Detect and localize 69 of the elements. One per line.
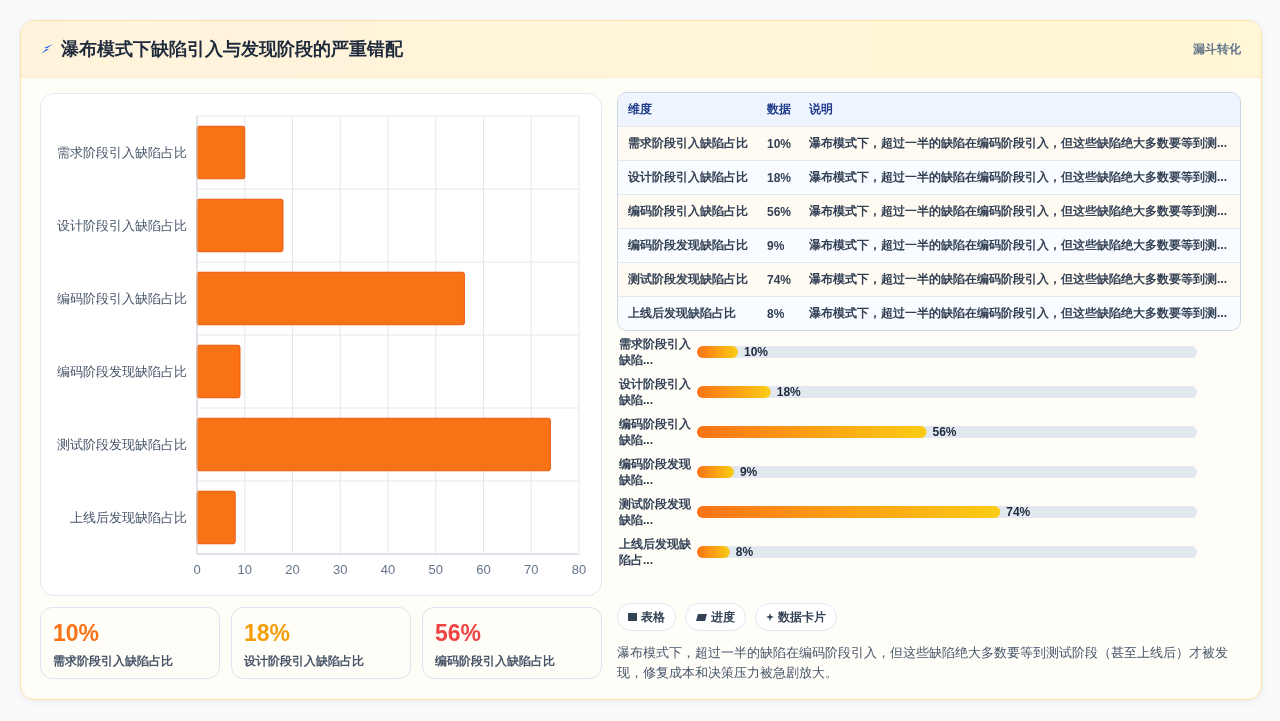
category-label: 设计阶段引入缺陷占比: [626, 169, 749, 186]
category-label: 编码阶段引入缺陷占比: [627, 203, 749, 220]
bar: [196, 125, 246, 180]
data-label: 56%: [435, 620, 482, 647]
y-tick-label: 上线后发现缺陷占比: [70, 510, 187, 525]
data-label: 74%: [1006, 505, 1031, 519]
y-tick-label: 编码阶段引入缺陷占比: [57, 291, 187, 306]
category-label: 编码阶段引入缺陷...: [619, 417, 691, 447]
bar: [697, 546, 730, 558]
text: 瀑布模式下，超过一半的缺陷在编码阶段引入，但这些缺陷绝大多数要等到测...: [809, 203, 1228, 220]
text: 瀑布模式下，超过一半的缺陷在编码阶段引入，但这些缺陷绝大多数要等到测...: [809, 169, 1228, 186]
text: 瀑布模式下，超过一半的缺陷在编码阶段引入，但这些缺陷绝大多数要等到测...: [809, 237, 1228, 254]
bar: [697, 386, 771, 398]
category-label: 需求阶段引入缺陷占比: [627, 135, 749, 152]
text: 瀑布模式下，超过一半的缺陷在编码阶段引入，但这些缺陷绝大多数要等到测...: [809, 135, 1228, 152]
x-tick-label: 0: [193, 562, 201, 577]
y-tick-label: 编码阶段发现缺陷占比: [57, 364, 187, 379]
bar: [196, 490, 236, 545]
text: 瀑布模式下，超过一半的缺陷在编码阶段引入，但这些缺陷绝大多数要等到测...: [809, 271, 1228, 288]
x-tick-label: 60: [476, 562, 491, 577]
data-label: 9%: [767, 238, 786, 253]
category-label: 设计阶段引入缺陷...: [619, 377, 691, 407]
bar: [196, 344, 241, 399]
text: 瀑布模式下，超过一半的缺陷在编码阶段引入，但这些缺陷绝大多数要等到测试阶段（甚至上线后）才被发现，修复成本和决策压力被急剧放大。: [617, 644, 1229, 682]
data-label: 10%: [743, 345, 769, 359]
category-label: 设计阶段引入缺陷占比: [244, 653, 365, 670]
category-label: 上线后发现缺陷占...: [619, 537, 691, 567]
category-label: 编码阶段引入缺陷占比: [435, 653, 556, 670]
y-tick-label: 设计阶段引入缺陷占比: [57, 218, 187, 233]
bar: [196, 198, 284, 253]
x-tick-label: 80: [571, 562, 587, 577]
data-label: 10%: [53, 620, 100, 647]
data-label: 18%: [776, 385, 802, 399]
text: 漏斗转化: [1193, 40, 1241, 58]
text: 维度: [627, 101, 653, 118]
x-tick-label: 50: [428, 562, 443, 577]
data-label: 56%: [932, 425, 957, 439]
text: 数据卡片: [755, 603, 837, 631]
bar: [697, 466, 734, 478]
category-label: 上线后发现缺陷占比: [627, 305, 737, 322]
text: 瀑布模式下，超过一半的缺陷在编码阶段引入，但这些缺陷绝大多数要等到测...: [809, 305, 1228, 322]
data-label: 9%: [739, 465, 758, 479]
data-label: 18%: [767, 170, 793, 185]
data-label: 8%: [767, 306, 786, 321]
category-label: 编码阶段发现缺陷...: [619, 457, 691, 487]
data-label: 8%: [735, 545, 754, 559]
text: 进度: [685, 603, 746, 631]
x-tick-label: 20: [285, 562, 300, 577]
category-label: 测试阶段发现缺陷占比: [627, 271, 749, 288]
x-tick-label: 30: [333, 562, 348, 577]
text: 数据: [767, 101, 792, 118]
x-tick-label: 40: [380, 562, 396, 577]
text: 瀑布模式下缺陷引入与发现阶段的严重错配: [61, 38, 403, 61]
data-label: 74%: [767, 272, 793, 287]
y-tick-label: 需求阶段引入缺陷占比: [57, 145, 187, 160]
text: 说明: [809, 101, 834, 118]
y-tick-label: 测试阶段发现缺陷占比: [57, 437, 187, 452]
bar: [196, 417, 551, 472]
bar: [697, 346, 738, 358]
data-label: 56%: [767, 204, 793, 219]
category-label: 需求阶段引入缺陷...: [619, 337, 691, 367]
bar: [196, 271, 465, 326]
x-tick-label: 10: [237, 562, 252, 577]
data-label: 18%: [244, 620, 291, 647]
data-label: 10%: [767, 136, 793, 151]
x-tick-label: 70: [524, 562, 539, 577]
category-label: 测试阶段发现缺陷...: [619, 497, 691, 527]
text: 表格: [617, 603, 676, 631]
category-label: 编码阶段发现缺陷占比: [627, 237, 749, 254]
